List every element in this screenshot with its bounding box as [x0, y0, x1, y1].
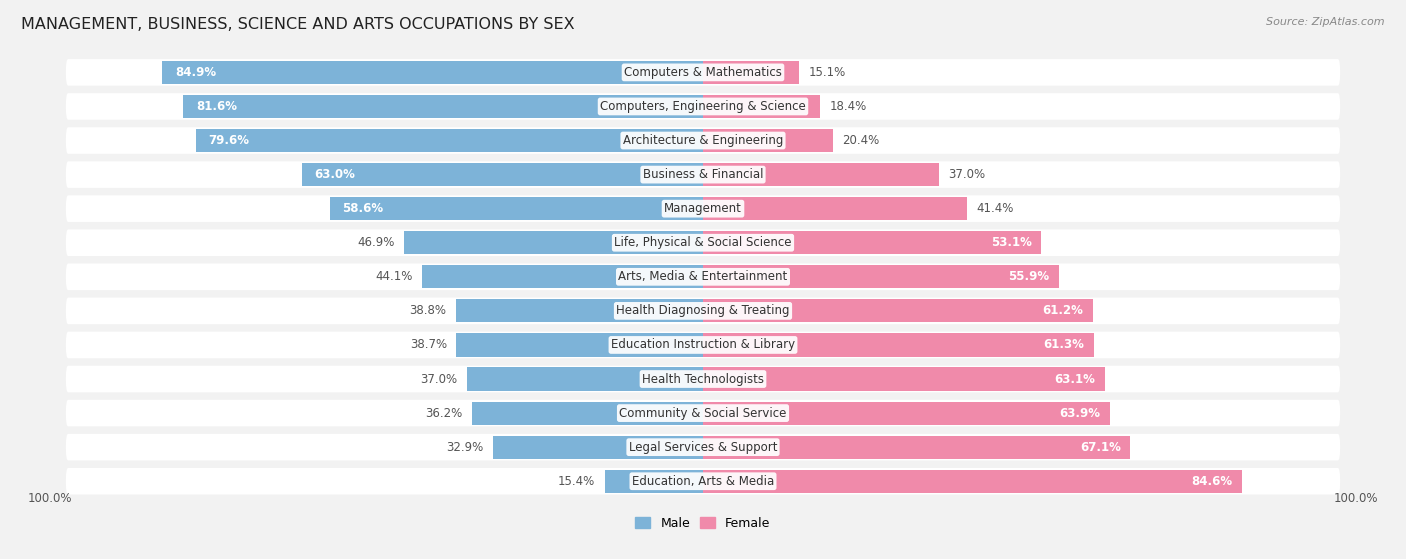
Text: 100.0%: 100.0% — [1334, 492, 1378, 505]
Text: 84.9%: 84.9% — [174, 66, 217, 79]
Bar — [162, 61, 703, 84]
Text: 58.6%: 58.6% — [343, 202, 384, 215]
Text: 53.1%: 53.1% — [991, 236, 1032, 249]
Bar — [329, 197, 703, 220]
Text: Computers, Engineering & Science: Computers, Engineering & Science — [600, 100, 806, 113]
Text: 67.1%: 67.1% — [1080, 440, 1121, 454]
Text: 44.1%: 44.1% — [375, 271, 412, 283]
Bar — [703, 299, 1092, 323]
Text: 63.1%: 63.1% — [1054, 372, 1095, 386]
FancyBboxPatch shape — [66, 331, 1340, 358]
Text: Life, Physical & Social Science: Life, Physical & Social Science — [614, 236, 792, 249]
Bar — [605, 470, 703, 493]
Bar — [703, 231, 1042, 254]
Text: 81.6%: 81.6% — [195, 100, 238, 113]
Text: Health Technologists: Health Technologists — [643, 372, 763, 386]
FancyBboxPatch shape — [66, 263, 1340, 290]
Text: 36.2%: 36.2% — [426, 406, 463, 420]
Text: Computers & Mathematics: Computers & Mathematics — [624, 66, 782, 79]
Text: Source: ZipAtlas.com: Source: ZipAtlas.com — [1267, 17, 1385, 27]
Text: 37.0%: 37.0% — [948, 168, 986, 181]
Bar — [703, 333, 1094, 357]
Bar — [405, 231, 703, 254]
Text: 20.4%: 20.4% — [842, 134, 880, 147]
Text: 63.9%: 63.9% — [1060, 406, 1101, 420]
FancyBboxPatch shape — [66, 162, 1340, 188]
Text: Education, Arts & Media: Education, Arts & Media — [631, 475, 775, 488]
Bar — [456, 299, 703, 323]
Text: Arts, Media & Entertainment: Arts, Media & Entertainment — [619, 271, 787, 283]
Text: Community & Social Service: Community & Social Service — [619, 406, 787, 420]
Legend: Male, Female: Male, Female — [630, 512, 776, 535]
Bar — [703, 163, 939, 186]
Text: 32.9%: 32.9% — [447, 440, 484, 454]
FancyBboxPatch shape — [66, 127, 1340, 154]
Text: Management: Management — [664, 202, 742, 215]
Bar — [195, 129, 703, 152]
FancyBboxPatch shape — [66, 196, 1340, 222]
Text: 61.3%: 61.3% — [1043, 338, 1084, 352]
Bar — [422, 265, 703, 288]
Text: Architecture & Engineering: Architecture & Engineering — [623, 134, 783, 147]
Bar — [703, 197, 967, 220]
Text: MANAGEMENT, BUSINESS, SCIENCE AND ARTS OCCUPATIONS BY SEX: MANAGEMENT, BUSINESS, SCIENCE AND ARTS O… — [21, 17, 575, 32]
Bar — [703, 265, 1059, 288]
Text: 79.6%: 79.6% — [208, 134, 250, 147]
Bar — [467, 367, 703, 391]
Text: 15.4%: 15.4% — [558, 475, 595, 488]
Bar — [703, 61, 799, 84]
Bar — [703, 470, 1241, 493]
FancyBboxPatch shape — [66, 434, 1340, 461]
FancyBboxPatch shape — [66, 59, 1340, 86]
Text: 18.4%: 18.4% — [830, 100, 868, 113]
Bar — [457, 333, 703, 357]
Bar — [703, 367, 1105, 391]
Text: 41.4%: 41.4% — [976, 202, 1014, 215]
Text: Legal Services & Support: Legal Services & Support — [628, 440, 778, 454]
Text: Education Instruction & Library: Education Instruction & Library — [612, 338, 794, 352]
Bar — [183, 95, 703, 118]
Text: 61.2%: 61.2% — [1042, 305, 1083, 318]
Text: Business & Financial: Business & Financial — [643, 168, 763, 181]
Text: Health Diagnosing & Treating: Health Diagnosing & Treating — [616, 305, 790, 318]
Text: 63.0%: 63.0% — [315, 168, 356, 181]
Text: 55.9%: 55.9% — [1008, 271, 1049, 283]
Bar — [703, 129, 832, 152]
FancyBboxPatch shape — [66, 400, 1340, 427]
Text: 84.6%: 84.6% — [1191, 475, 1233, 488]
Text: 46.9%: 46.9% — [357, 236, 395, 249]
Text: 37.0%: 37.0% — [420, 372, 458, 386]
FancyBboxPatch shape — [66, 366, 1340, 392]
Bar — [703, 401, 1111, 425]
Text: 38.7%: 38.7% — [409, 338, 447, 352]
Bar — [302, 163, 703, 186]
FancyBboxPatch shape — [66, 229, 1340, 256]
Text: 100.0%: 100.0% — [28, 492, 72, 505]
Bar — [494, 435, 703, 459]
Bar — [472, 401, 703, 425]
Bar — [703, 95, 820, 118]
Text: 15.1%: 15.1% — [808, 66, 846, 79]
FancyBboxPatch shape — [66, 93, 1340, 120]
FancyBboxPatch shape — [66, 468, 1340, 495]
Text: 38.8%: 38.8% — [409, 305, 446, 318]
FancyBboxPatch shape — [66, 297, 1340, 324]
Bar — [703, 435, 1130, 459]
